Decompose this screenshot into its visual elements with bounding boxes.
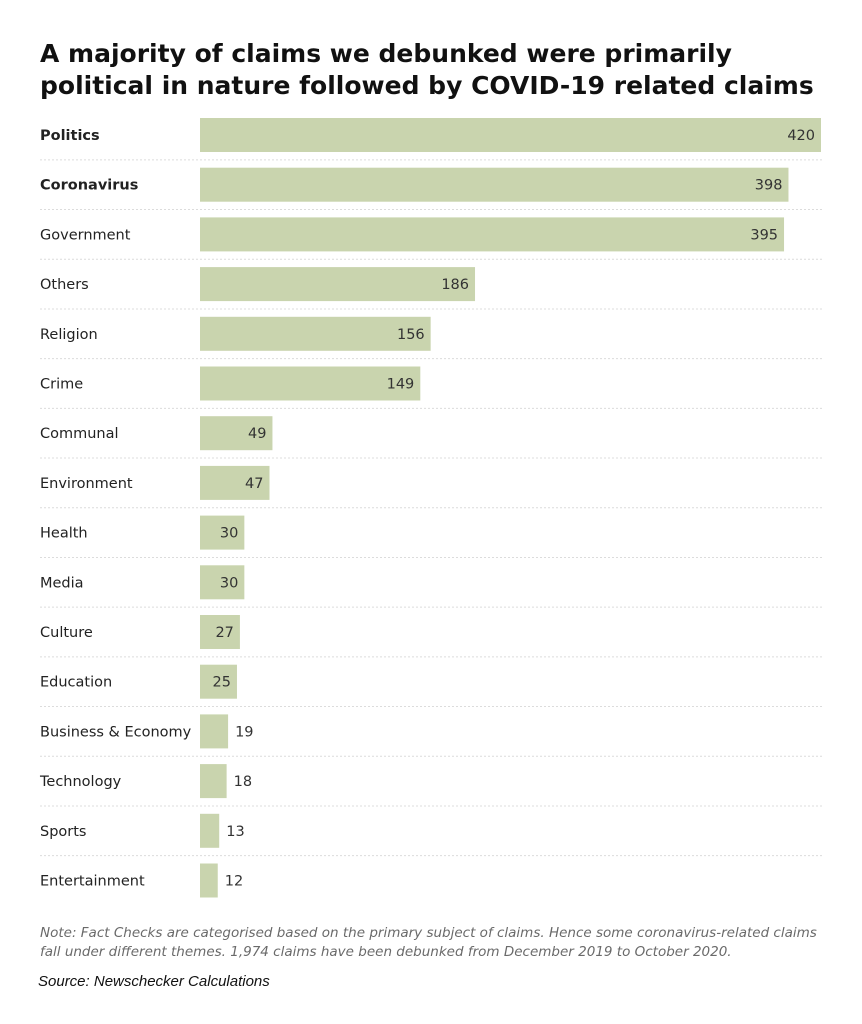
value-label-politics: 420 [787,128,815,144]
category-label-government: Government [40,227,131,243]
category-label-politics: Politics [40,128,100,144]
value-label-business-and-economy: 19 [235,724,253,740]
bar-sports [200,813,220,848]
bar-communal [200,416,273,451]
category-label-crime: Crime [40,377,83,393]
value-label-communal: 49 [248,426,266,442]
category-label-sports: Sports [40,824,86,840]
value-label-crime: 149 [387,377,415,393]
value-label-entertainment: 12 [225,874,243,890]
category-label-religion: Religion [40,327,98,343]
value-label-environment: 47 [245,476,263,492]
value-label-media: 30 [220,575,238,591]
category-label-coronavirus: Coronavirus [40,178,138,194]
chart-title: A majority of claims we debunked were pr… [40,39,814,100]
value-label-government: 395 [750,227,778,243]
category-label-technology: Technology [39,774,122,790]
bar-business-and-economy [200,714,229,749]
bar-entertainment [200,863,218,898]
category-label-entertainment: Entertainment [40,874,145,890]
value-label-coronavirus: 398 [755,178,783,194]
bar-crime [200,366,421,401]
category-label-media: Media [40,575,84,591]
value-label-education: 25 [213,675,231,691]
category-label-communal: Communal [40,426,119,442]
value-label-technology: 18 [234,774,252,790]
bar-religion [200,316,431,351]
bar-culture [200,615,240,649]
bar-education [200,664,237,699]
category-label-culture: Culture [40,625,93,641]
bar-media [200,565,245,600]
value-label-others: 186 [441,277,469,293]
category-label-education: Education [40,675,112,691]
bar-politics [200,118,821,152]
bar-others [200,267,476,302]
bar-technology [200,764,227,799]
chart-source: Source: Newschecker Calculations [38,973,270,990]
chart-rows: Politics 420 Coronavirus 398 Government 395 Ot… [39,118,822,898]
bar-government [200,217,785,252]
chart-note: Note: Fact Checks are categorised based … [40,925,817,960]
bar-environment [200,465,270,500]
value-label-health: 30 [220,526,238,542]
bar-health [200,515,245,550]
category-label-environment: Environment [40,476,133,492]
category-label-health: Health [40,526,88,542]
value-label-sports: 13 [226,824,244,840]
bar-coronavirus [200,167,789,202]
value-label-culture: 27 [215,625,233,641]
category-label-business-and-economy: Business & Economy [40,724,192,740]
category-label-others: Others [40,277,89,293]
value-label-religion: 156 [397,327,425,343]
